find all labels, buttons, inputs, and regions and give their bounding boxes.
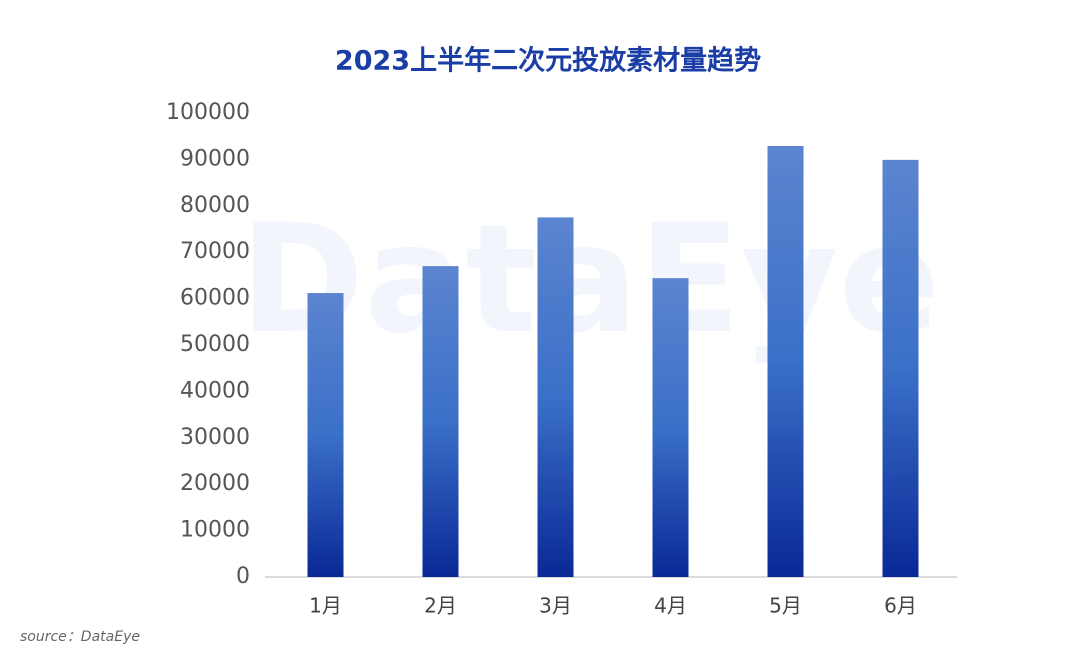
y-tick-label: 30000 xyxy=(180,425,250,450)
bar xyxy=(537,217,574,577)
y-tick-label: 100000 xyxy=(166,100,250,125)
y-tick-label: 70000 xyxy=(180,239,250,264)
y-tick-label: 90000 xyxy=(180,146,250,171)
x-tick-label: 1月 xyxy=(309,594,342,618)
y-tick-label: 0 xyxy=(236,564,250,589)
y-tick-label: 20000 xyxy=(180,471,250,496)
chart-title: 2023上半年二次元投放素材量趋势 xyxy=(335,45,761,77)
y-tick-label: 80000 xyxy=(180,193,250,218)
y-tick-label: 10000 xyxy=(180,518,250,543)
bar xyxy=(767,145,804,577)
y-tick-label: 40000 xyxy=(180,378,250,403)
bar xyxy=(882,159,919,577)
x-tick-label: 3月 xyxy=(539,594,572,618)
bar xyxy=(652,278,689,577)
x-tick-label: 2月 xyxy=(424,594,457,618)
bar xyxy=(307,293,344,577)
y-tick-label: 50000 xyxy=(180,332,250,357)
source-note: source：DataEye xyxy=(20,629,140,645)
y-tick-label: 60000 xyxy=(180,286,250,311)
x-tick-label: 4月 xyxy=(654,594,687,618)
bar xyxy=(422,266,459,577)
watermark: DataEye xyxy=(240,193,941,367)
x-tick-label: 6月 xyxy=(884,594,917,618)
x-tick-label: 5月 xyxy=(769,594,802,618)
